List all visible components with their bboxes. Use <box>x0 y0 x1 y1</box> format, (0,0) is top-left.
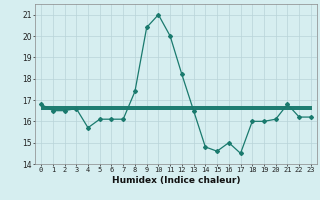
X-axis label: Humidex (Indice chaleur): Humidex (Indice chaleur) <box>112 176 240 185</box>
